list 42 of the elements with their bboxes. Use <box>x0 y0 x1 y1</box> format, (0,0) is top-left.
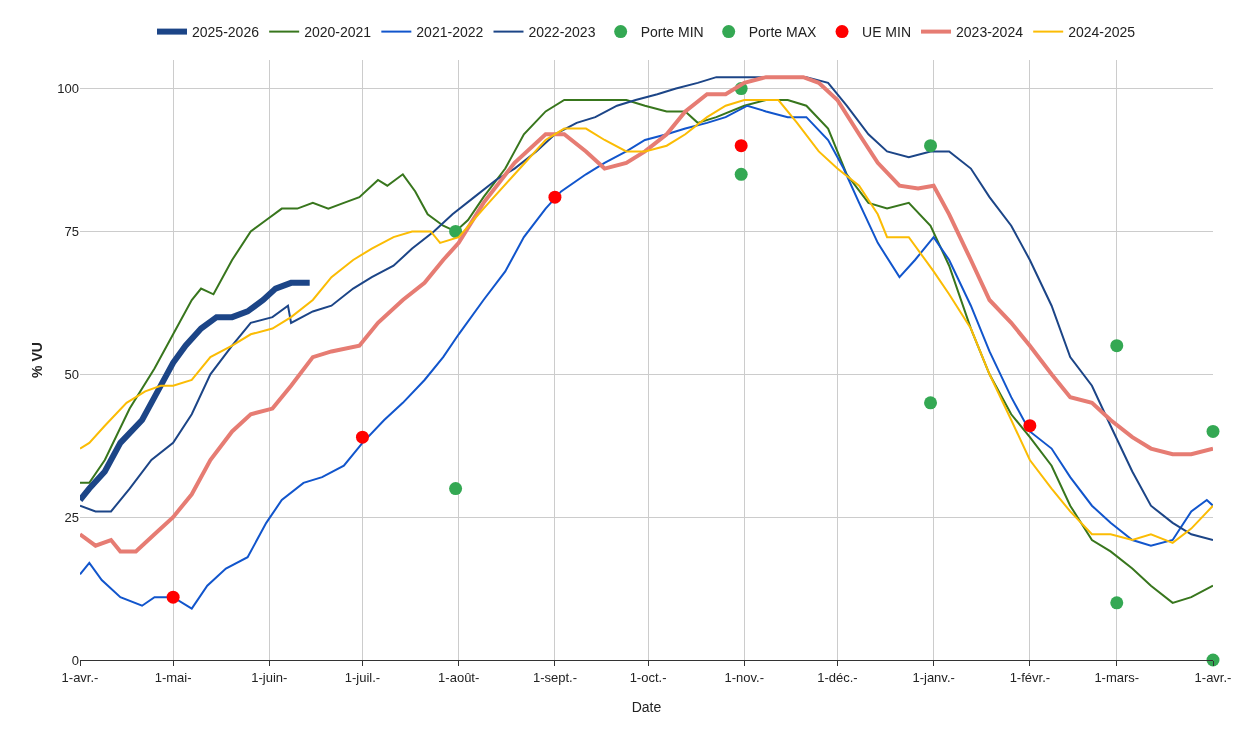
point <box>1110 339 1124 353</box>
point <box>734 139 748 153</box>
point <box>449 482 463 496</box>
x-tick-label: 1-déc.- <box>817 669 858 685</box>
point <box>355 430 369 444</box>
y-tick-label: 100 <box>57 81 79 97</box>
x-tick-label: 1-avr.- <box>1194 669 1232 685</box>
legend-label: Porte MAX <box>748 24 818 41</box>
y-tick-label: 75 <box>64 223 79 239</box>
x-axis-title: Date <box>631 699 662 715</box>
point <box>1206 424 1220 438</box>
y-tick-label: 50 <box>64 366 79 382</box>
legend-label: UE MIN <box>862 24 912 41</box>
x-tick-label: 1-août- <box>438 669 480 685</box>
x-tick-label: 1-oct.- <box>629 669 667 685</box>
point <box>449 224 463 238</box>
legend-label: Porte MIN <box>640 24 704 41</box>
legend-label: 2021-2022 <box>416 24 484 41</box>
x-tick-label: 1-avr.- <box>61 669 99 685</box>
x-tick-label: 1-mai- <box>154 669 192 685</box>
x-tick-label: 1-nov.- <box>724 669 765 685</box>
legend-label: 2025-2026 <box>192 24 260 41</box>
legend-label: 2022-2023 <box>528 24 596 41</box>
point <box>734 167 748 181</box>
legend-label: 2020-2021 <box>304 24 372 41</box>
legend-label: 2024-2025 <box>1068 24 1136 41</box>
point <box>548 190 562 204</box>
point <box>924 396 938 410</box>
x-tick-label: 1-févr.- <box>1009 669 1051 685</box>
x-tick-label: 1-juil.- <box>344 669 381 685</box>
point <box>1023 419 1037 433</box>
y-axis-title: % VU <box>29 342 45 378</box>
legend-label: 2023-2024 <box>956 24 1024 41</box>
point <box>924 139 938 153</box>
y-tick-label: 25 <box>64 509 79 525</box>
y-tick-label: 0 <box>71 652 79 668</box>
point <box>166 590 180 604</box>
x-tick-label: 1-juin- <box>251 669 288 685</box>
x-tick-label: 1-mars- <box>1094 669 1140 685</box>
point <box>1110 596 1124 610</box>
x-tick-label: 1-janv.- <box>912 669 955 685</box>
x-tick-label: 1-sept.- <box>532 669 577 685</box>
